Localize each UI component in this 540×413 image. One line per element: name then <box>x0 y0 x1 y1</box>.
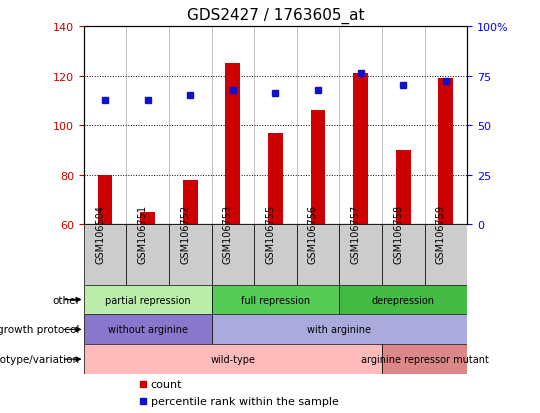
Text: growth protocol: growth protocol <box>0 325 80 335</box>
Text: GSM106752: GSM106752 <box>180 204 190 263</box>
Text: full repression: full repression <box>241 295 310 305</box>
Text: arginine repressor mutant: arginine repressor mutant <box>361 354 489 364</box>
Text: other: other <box>52 295 80 305</box>
Bar <box>126 225 169 285</box>
Bar <box>424 225 467 285</box>
Text: count: count <box>151 380 183 389</box>
Text: GSM106758: GSM106758 <box>393 204 403 263</box>
Text: GSM106759: GSM106759 <box>436 204 446 263</box>
Text: derepression: derepression <box>372 295 435 305</box>
Bar <box>339 225 382 285</box>
Text: percentile rank within the sample: percentile rank within the sample <box>151 396 339 406</box>
Bar <box>339 285 467 315</box>
Bar <box>98 176 112 225</box>
Text: GSM106757: GSM106757 <box>350 204 361 263</box>
Bar <box>212 315 467 344</box>
Bar <box>254 225 296 285</box>
Bar <box>353 74 368 225</box>
Title: GDS2427 / 1763605_at: GDS2427 / 1763605_at <box>187 8 364 24</box>
Bar <box>84 315 212 344</box>
Bar <box>396 151 410 225</box>
Bar <box>84 225 126 285</box>
Bar <box>183 180 198 225</box>
Text: GSM106504: GSM106504 <box>95 204 105 263</box>
Text: partial repression: partial repression <box>105 295 191 305</box>
Text: GSM106753: GSM106753 <box>223 204 233 263</box>
Bar <box>212 225 254 285</box>
Text: GSM106756: GSM106756 <box>308 204 318 263</box>
Bar <box>382 225 424 285</box>
Text: with arginine: with arginine <box>307 325 372 335</box>
Bar <box>296 225 339 285</box>
Bar <box>169 225 212 285</box>
Text: genotype/variation: genotype/variation <box>0 354 80 364</box>
Text: wild-type: wild-type <box>210 354 255 364</box>
Text: without arginine: without arginine <box>107 325 187 335</box>
Bar <box>225 64 240 225</box>
Text: GSM106755: GSM106755 <box>265 204 275 263</box>
Text: GSM106751: GSM106751 <box>138 204 147 263</box>
Bar <box>84 285 212 315</box>
Bar <box>438 79 453 225</box>
Bar <box>212 285 339 315</box>
Bar <box>310 111 326 225</box>
Bar <box>382 344 467 374</box>
Bar <box>84 344 382 374</box>
Bar <box>268 133 283 225</box>
Bar <box>140 213 155 225</box>
